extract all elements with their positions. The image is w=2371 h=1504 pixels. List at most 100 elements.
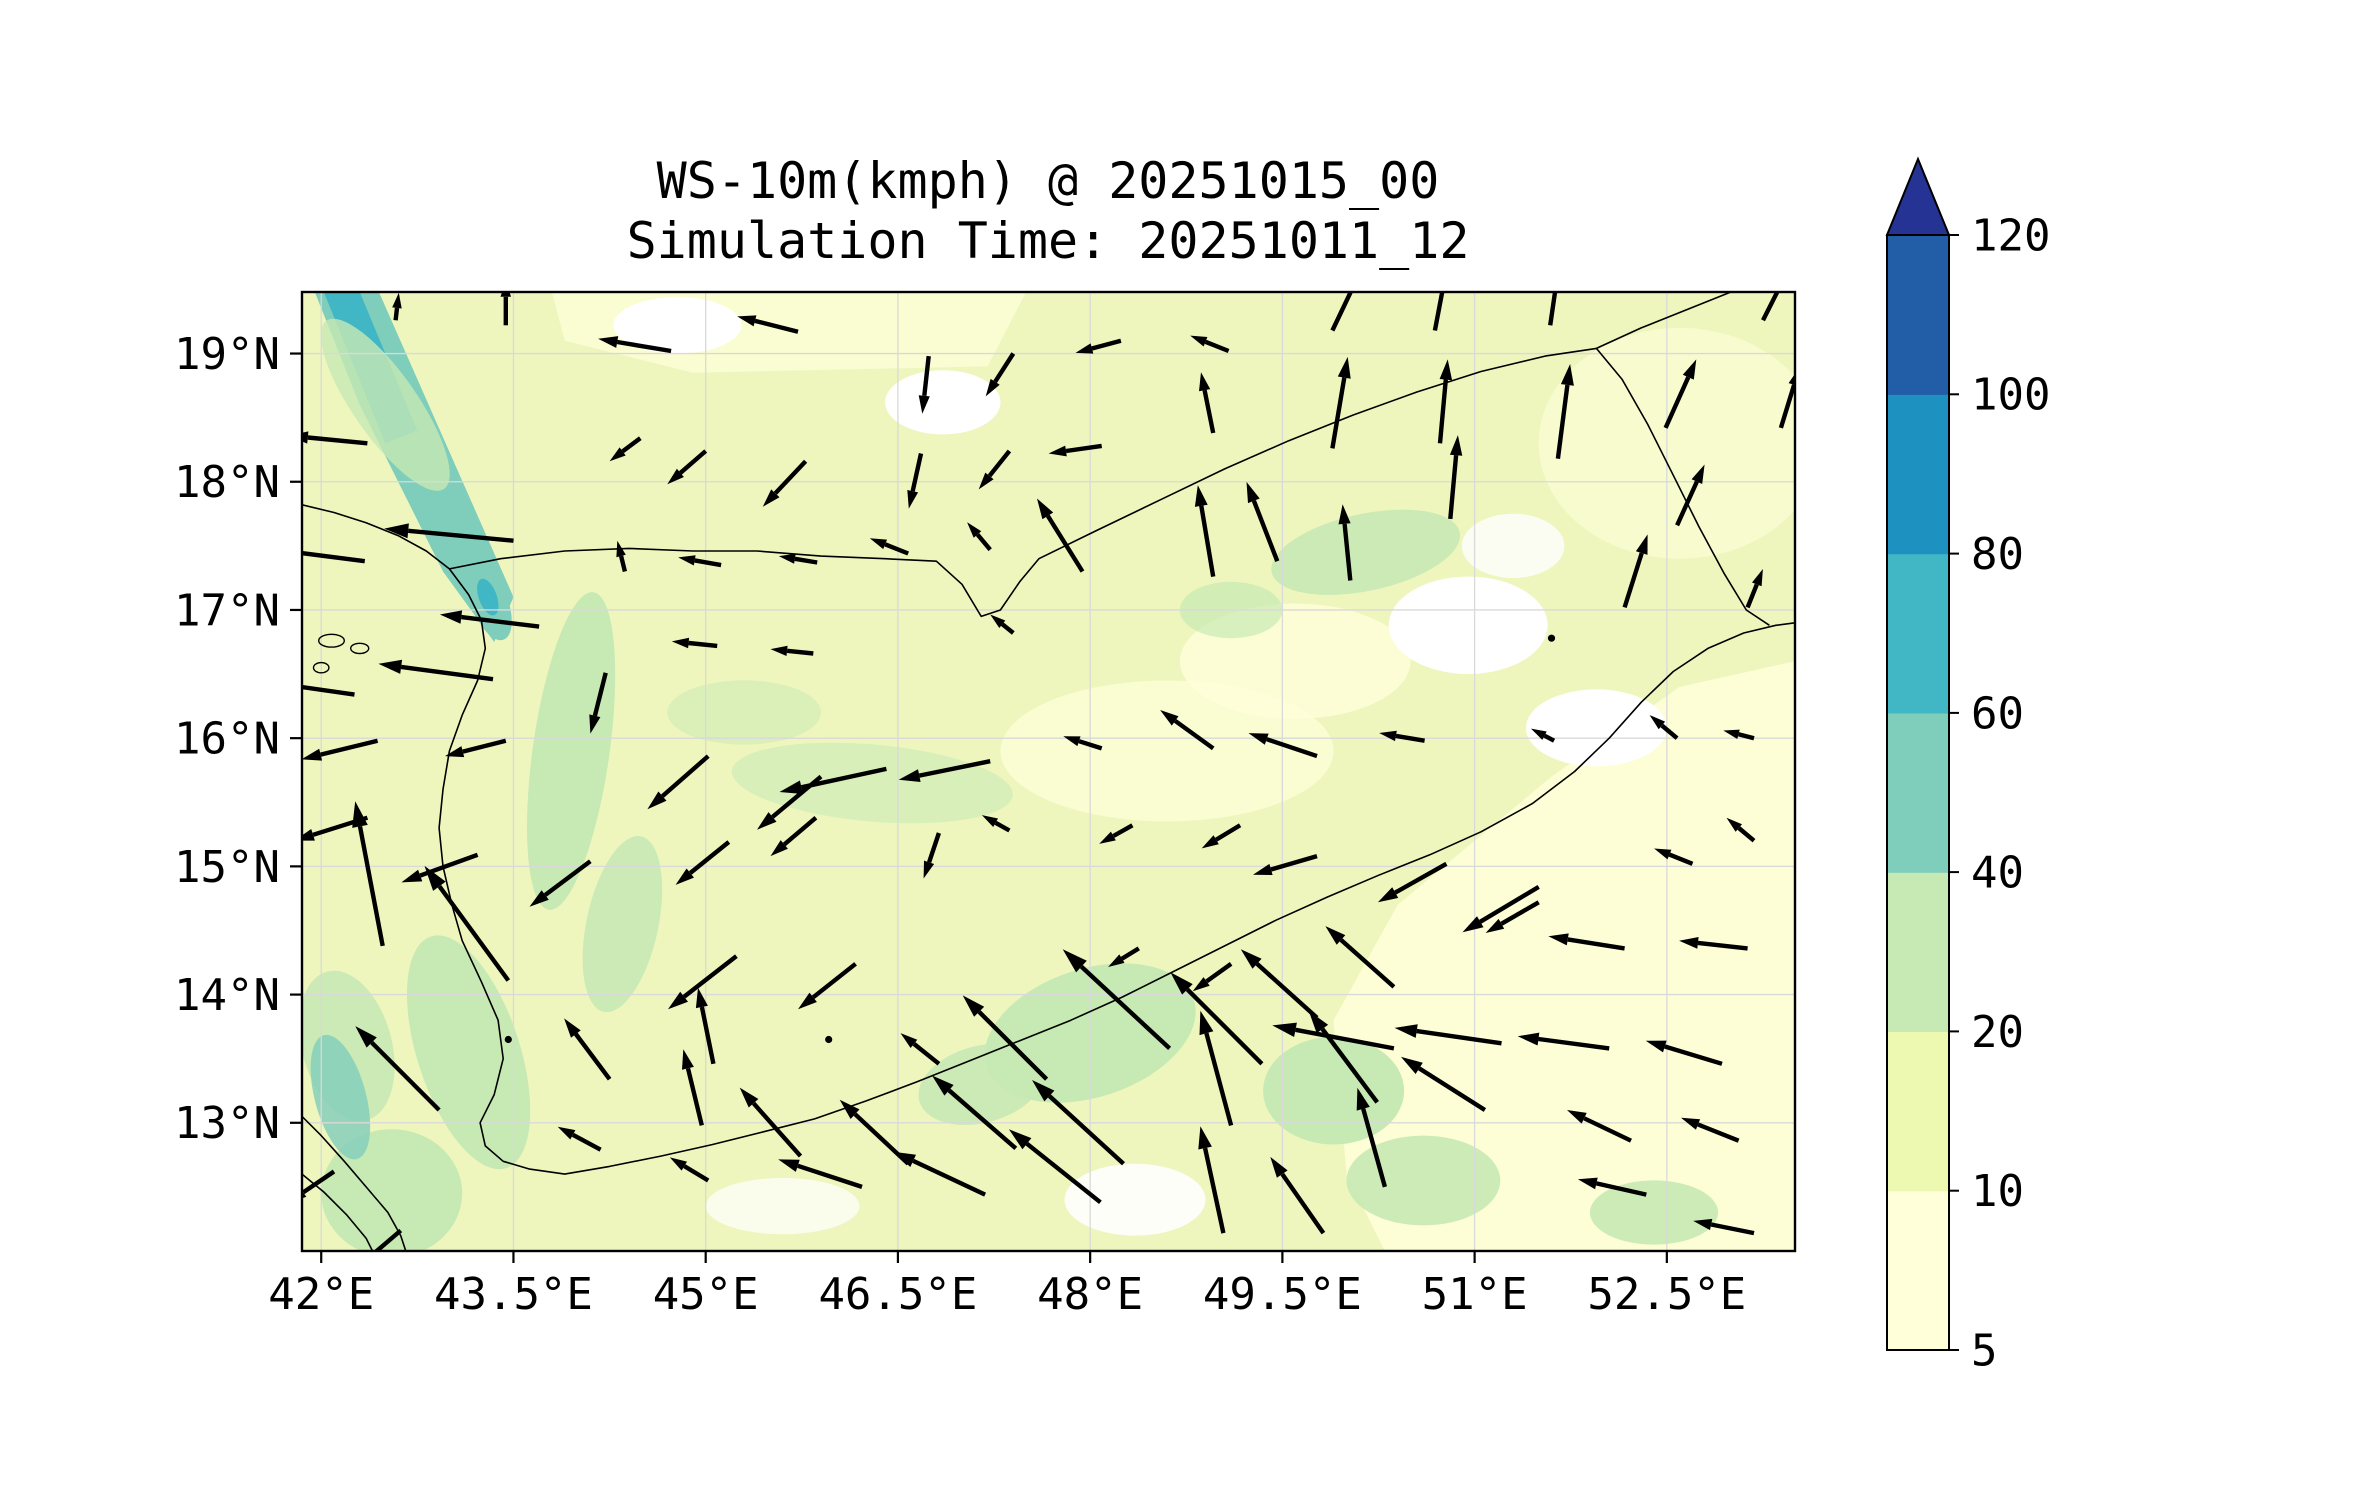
wind-arrow-head <box>900 1033 918 1048</box>
wind-arrow-shaft <box>699 1006 716 1065</box>
wind-arrow-head <box>1194 485 1208 507</box>
wind-arrow-head <box>1401 1056 1423 1074</box>
axes-frame <box>300 290 1797 1253</box>
wind-arrow-shaft <box>1078 739 1103 751</box>
x-tick-label: 46.5°E <box>818 1269 977 1320</box>
colorbar-tick-label: 5 <box>1971 1325 1998 1376</box>
wind-arrow-head <box>1190 335 1208 347</box>
wind-arrow-head <box>770 840 788 857</box>
wind-arrow-head <box>378 659 403 674</box>
wind-arrow-head <box>1337 356 1351 379</box>
wind-arrow-shaft <box>975 533 992 552</box>
wind-arrow-head <box>352 801 368 828</box>
y-axis: 13°N 14°N 15°N 16°N 17°N 18°N 19°N <box>174 329 302 1149</box>
wind-arrow-shaft <box>987 449 1012 478</box>
wind-arrow-shaft <box>1668 852 1694 866</box>
island-outline <box>312 661 330 674</box>
wind-arrow-head <box>1560 364 1574 386</box>
wind-arrow-head <box>839 1099 860 1119</box>
wind-arrow-shaft <box>1538 1036 1610 1051</box>
wind-arrow-shaft <box>1204 1032 1234 1126</box>
wind-arrow-shaft <box>947 1088 1018 1151</box>
wind-arrow-shaft <box>1091 338 1122 351</box>
wind-arrow-shaft <box>1416 1028 1502 1046</box>
wind-arrow-shaft <box>1761 292 1780 322</box>
wind-arrow-head <box>667 468 684 485</box>
wind-arrow-shaft <box>1330 292 1354 332</box>
wind-arrow-shaft <box>1079 964 1172 1051</box>
wind-arrow-shaft <box>797 1163 863 1189</box>
colorbar-tick-label: 10 <box>1971 1166 2024 1217</box>
wind-arrow-head <box>1439 359 1453 381</box>
y-tick-label: 18°N <box>174 457 280 508</box>
calm-dot <box>504 1035 512 1044</box>
wind-arrow-head <box>1099 831 1116 844</box>
wind-arrow-head <box>1691 464 1705 484</box>
wind-arrow-head <box>195 667 223 684</box>
wind-arrow-shaft <box>811 962 857 1000</box>
wind-arrow-shaft <box>370 1040 441 1112</box>
wind-vectors <box>195 292 1795 1251</box>
colorbar-tick-label: 120 <box>1971 210 2050 261</box>
wind-arrow-shaft <box>437 885 511 982</box>
wind-arrow-shaft <box>621 436 642 454</box>
wind-arrow-shaft <box>786 648 814 656</box>
wind-arrow-head <box>770 645 788 656</box>
wind-arrow-shaft <box>1065 443 1103 454</box>
wind-arrow-shaft <box>1185 987 1264 1066</box>
wind-arrow-shaft <box>302 550 366 564</box>
wind-arrow-shaft <box>922 355 931 397</box>
wind-arrow-head <box>1485 918 1505 933</box>
wind-arrow-shaft <box>661 754 710 798</box>
wind-arrow-shaft <box>1173 719 1215 751</box>
wind-arrow-head <box>798 992 817 1010</box>
wind-arrow-shaft <box>884 542 910 556</box>
wind-arrow-head <box>869 538 887 550</box>
wind-arrow-head <box>1240 949 1262 969</box>
wind-arrow-head <box>445 746 465 758</box>
wind-arrow-head <box>1338 504 1351 525</box>
wind-arrow-head <box>1199 372 1211 392</box>
wind-arrow-shaft <box>751 1101 803 1158</box>
wind-arrow-head <box>1108 954 1125 967</box>
wind-arrow-shaft <box>794 556 818 565</box>
wind-arrow-head <box>1726 817 1742 832</box>
wind-arrow-head <box>1246 481 1260 504</box>
x-tick-label: 43.5°E <box>434 1269 593 1320</box>
wind-arrow-head <box>384 523 409 539</box>
wind-arrow-head <box>1308 1010 1329 1034</box>
wind-arrow-shaft <box>800 766 887 790</box>
chart-subtitle: Simulation Time: 20251011_12 <box>626 212 1470 270</box>
wind-arrow-head <box>564 1018 581 1038</box>
wind-arrow-shaft <box>1663 376 1691 429</box>
wind-arrow-shaft <box>320 738 379 757</box>
wind-arrow-head <box>932 1075 954 1096</box>
wind-arrow-head <box>668 991 688 1010</box>
wind-arrow-head <box>1679 937 1699 949</box>
wind-arrow-shaft <box>1394 861 1448 895</box>
wind-arrow-shaft <box>1737 826 1756 843</box>
wind-arrow-head <box>739 1087 759 1108</box>
x-tick-label: 49.5°E <box>1203 1269 1362 1320</box>
wind-arrow-shaft <box>993 352 1016 383</box>
wind-arrow-head <box>1192 977 1210 992</box>
x-tick-label: 51°E <box>1422 1269 1528 1320</box>
island-outline <box>318 633 346 648</box>
wind-arrow-shaft <box>1697 1122 1740 1143</box>
wind-arrow-head <box>1449 435 1463 456</box>
x-tick-label: 42°E <box>268 1269 374 1320</box>
wind-arrow-head <box>682 1049 694 1070</box>
wind-arrow-head <box>990 614 1006 628</box>
wind-arrow-shaft <box>688 640 718 649</box>
y-tick-label: 13°N <box>174 1098 280 1149</box>
wind-arrow-head <box>1654 848 1672 860</box>
wind-arrow-shaft <box>685 1067 704 1126</box>
wind-arrow-shaft <box>1664 1044 1723 1066</box>
coastline <box>302 292 1795 1251</box>
wind-arrow-head <box>1170 972 1193 995</box>
wind-arrow-head <box>778 1159 800 1172</box>
wind-arrow-head <box>557 1126 576 1140</box>
wind-arrow-head <box>1062 949 1087 973</box>
wind-arrow-shaft <box>1548 292 1558 326</box>
